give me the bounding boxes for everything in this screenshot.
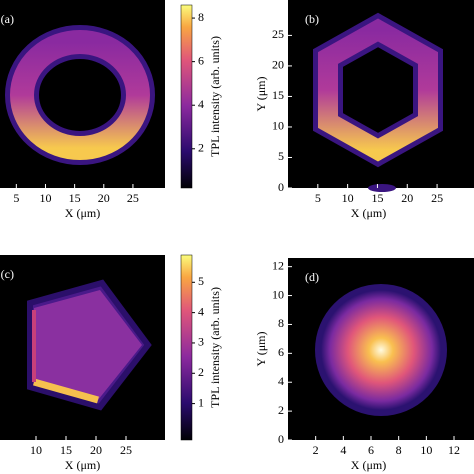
y-tick-label: 10 [272,119,284,133]
colorbar-tick-label: 2 [198,141,204,155]
x-axis-label: X (μm) [65,458,100,472]
panel-a-image [0,0,165,188]
colorbar-tick-label: 4 [198,97,204,111]
y-tick-label: 8 [278,316,284,330]
y-tick-label: 6 [278,345,284,359]
y-tick-label: 15 [272,88,284,102]
y-tick-label: 5 [278,149,284,163]
y-tick-label: 12 [272,258,284,272]
y-tick-label: 25 [272,27,284,41]
panel-label: (c) [1,267,14,281]
x-tick-label: 6 [368,443,374,457]
colorbar-tick-label: 8 [198,10,204,24]
panel-d-image [288,258,474,440]
colorbar-tick-label: 4 [198,304,204,318]
panel-b-image [288,0,474,192]
y-axis-label: Y (μm) [254,332,268,367]
y-tick-label: 0 [278,180,284,194]
x-tick-label: 20 [90,443,102,457]
colorbar-label: TPL intensity (arb. units) [208,36,222,157]
x-tick-label: 5 [13,191,19,205]
x-axis-label: X (μm) [351,458,386,472]
x-tick-label: 5 [315,191,321,205]
x-tick-label: 10 [420,443,432,457]
colorbar-label: TPL intensity (arb. units) [208,287,222,408]
colorbar-tick-label: 1 [198,395,204,409]
x-tick-label: 20 [98,191,110,205]
panel-c-image [0,255,165,440]
x-axis-label: X (μm) [351,206,386,220]
colorbar [180,4,193,189]
colorbar [180,254,193,441]
x-tick-label: 10 [30,443,42,457]
colorbar-tick-label: 2 [198,365,204,379]
y-tick-label: 0 [278,432,284,446]
x-tick-label: 25 [431,191,443,205]
x-tick-label: 15 [69,191,81,205]
x-tick-label: 12 [448,443,460,457]
panel-label: (a) [1,12,14,26]
colorbar-tick-label: 3 [198,335,204,349]
y-tick-label: 10 [272,287,284,301]
x-tick-label: 25 [120,443,132,457]
x-tick-label: 25 [127,191,139,205]
x-tick-label: 4 [340,443,346,457]
x-tick-label: 15 [371,191,383,205]
y-tick-label: 20 [272,58,284,72]
x-tick-label: 10 [39,191,51,205]
panel-label: (b) [305,12,319,26]
colorbar-tick-label: 5 [198,274,204,288]
colorbar-tick-label: 6 [198,53,204,67]
y-tick-label: 4 [278,374,284,388]
x-axis-label: X (μm) [65,206,100,220]
y-axis-label: Y (μm) [254,77,268,112]
x-tick-label: 2 [313,443,319,457]
x-tick-label: 15 [60,443,72,457]
x-tick-label: 20 [401,191,413,205]
y-tick-label: 2 [278,403,284,417]
panel-label: (d) [305,270,319,284]
x-tick-label: 8 [396,443,402,457]
x-tick-label: 10 [342,191,354,205]
